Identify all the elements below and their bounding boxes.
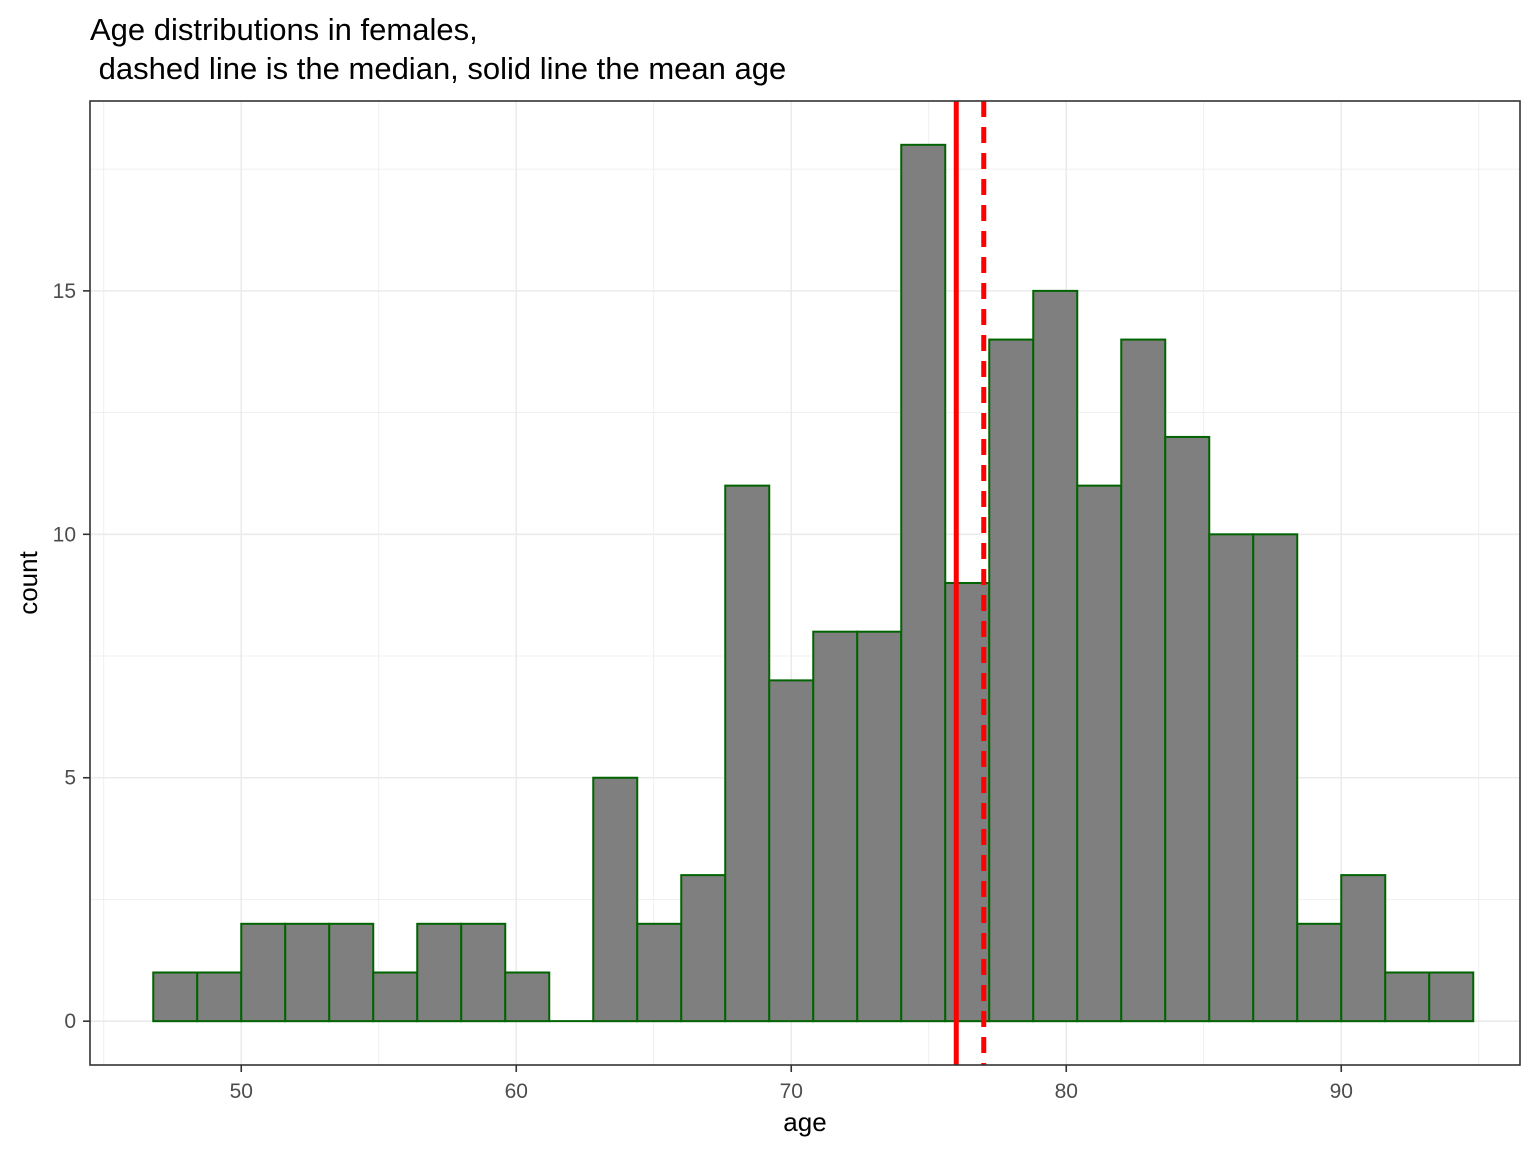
panel-border bbox=[89, 100, 1521, 1066]
histogram-bar bbox=[1252, 533, 1299, 1023]
histogram-bar bbox=[504, 971, 551, 1023]
histogram-bar bbox=[328, 922, 375, 1023]
histogram-bar bbox=[1296, 922, 1343, 1023]
histogram-bar bbox=[768, 679, 815, 1023]
histogram-bar bbox=[900, 143, 947, 1023]
histogram-bars bbox=[152, 143, 1475, 1023]
histogram-bar bbox=[680, 874, 727, 1023]
histogram-bar bbox=[1340, 874, 1387, 1023]
x-tick-label: 70 bbox=[780, 1080, 803, 1103]
histogram-bar bbox=[636, 922, 683, 1023]
histogram-bar bbox=[240, 922, 287, 1023]
histogram-bar bbox=[1164, 435, 1211, 1023]
histogram-bar bbox=[1384, 971, 1431, 1023]
histogram-bar bbox=[372, 971, 419, 1023]
histogram-bar bbox=[284, 922, 331, 1023]
histogram-bar bbox=[1120, 338, 1167, 1023]
histogram-bar bbox=[1428, 971, 1475, 1023]
x-tick-label: 80 bbox=[1055, 1080, 1078, 1103]
y-tick-label: 0 bbox=[64, 1010, 76, 1033]
histogram-bar bbox=[1208, 533, 1255, 1023]
histogram-bar bbox=[724, 484, 771, 1023]
x-axis: 50 60 70 80 90 bbox=[230, 1065, 1353, 1103]
chart-title: Age distributions in females, dashed lin… bbox=[90, 12, 787, 86]
histogram-bar bbox=[416, 922, 463, 1023]
x-tick-label: 90 bbox=[1330, 1080, 1353, 1103]
x-tick-label: 60 bbox=[505, 1080, 528, 1103]
x-axis-title: age bbox=[783, 1107, 826, 1137]
histogram-bar bbox=[460, 922, 507, 1023]
histogram-bar bbox=[856, 630, 903, 1023]
histogram-bar bbox=[988, 338, 1035, 1023]
y-axis: 0 5 10 15 bbox=[53, 280, 90, 1033]
histogram-bar bbox=[1032, 289, 1079, 1023]
histogram-bar bbox=[1076, 484, 1123, 1023]
y-tick-label: 10 bbox=[53, 523, 76, 546]
histogram-bar bbox=[812, 630, 859, 1023]
y-tick-label: 5 bbox=[64, 767, 76, 790]
x-tick-label: 50 bbox=[230, 1080, 253, 1103]
histogram-bar bbox=[592, 776, 639, 1023]
histogram-bar bbox=[152, 971, 199, 1023]
y-tick-label: 15 bbox=[53, 280, 76, 303]
reference-lines bbox=[953, 101, 987, 1065]
histogram-bar bbox=[196, 971, 243, 1023]
y-axis-title: count bbox=[13, 550, 43, 614]
